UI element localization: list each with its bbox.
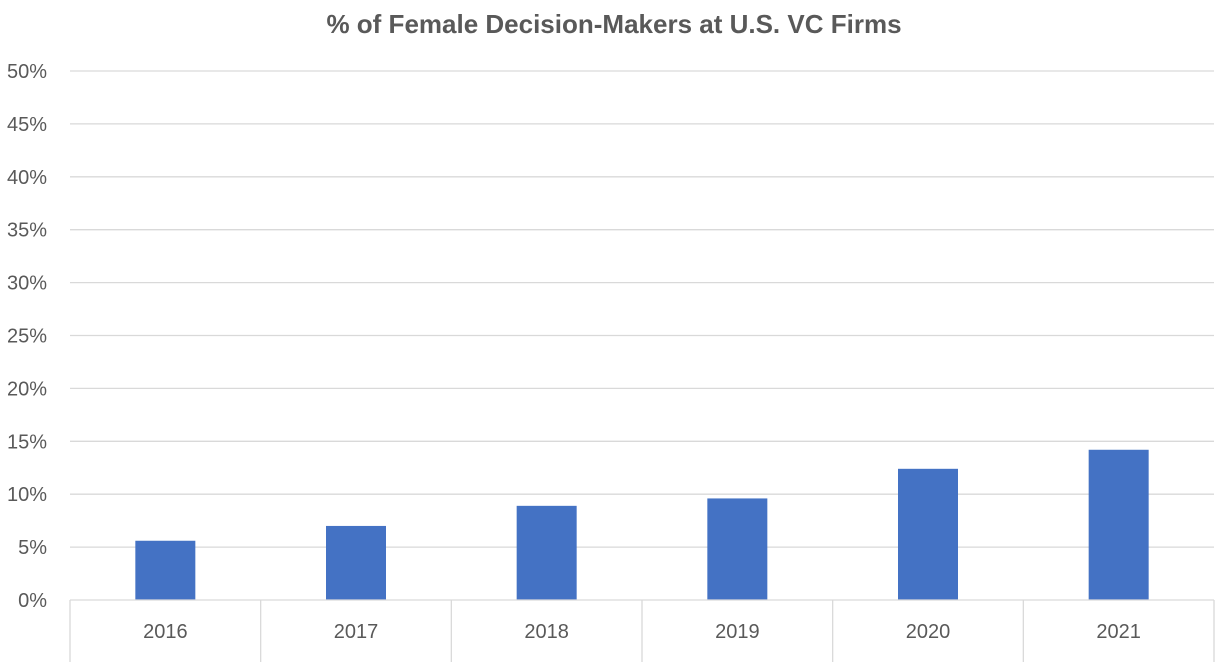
x-tick-label: 2017: [334, 621, 379, 643]
y-tick-label: 40%: [7, 167, 47, 189]
y-tick-label: 5%: [18, 537, 47, 559]
bar: [707, 498, 768, 600]
y-tick-label: 45%: [7, 114, 47, 136]
bar: [1088, 449, 1149, 600]
y-tick-label: 50%: [7, 61, 47, 83]
bar: [516, 505, 577, 600]
bar: [326, 525, 386, 600]
y-tick-label: 25%: [7, 326, 47, 348]
y-tick-label: 10%: [7, 484, 47, 506]
x-tick-label: 2020: [906, 621, 951, 643]
bars: [135, 449, 1149, 600]
x-tick-label: 2018: [524, 621, 569, 643]
x-tick-label: 2021: [1096, 621, 1141, 643]
y-tick-label: 30%: [7, 273, 47, 295]
gridlines: [70, 70, 1214, 548]
y-tick-label: 0%: [18, 590, 47, 612]
x-axis-tick-labels: 2016 2017 2018 2019 2020 2021: [143, 621, 1141, 643]
y-tick-label: 20%: [7, 378, 47, 400]
bar: [135, 540, 196, 600]
y-tick-label: 35%: [7, 220, 47, 242]
y-axis-tick-labels: 0% 5% 10% 15% 20% 25% 30% 35% 40% 45% 50%: [7, 61, 47, 612]
x-axis: [69, 599, 1215, 662]
bar: [898, 468, 958, 600]
x-tick-label: 2016: [143, 621, 188, 643]
chart-title: % of Female Decision-Makers at U.S. VC F…: [326, 9, 901, 39]
y-tick-label: 15%: [7, 431, 47, 453]
x-tick-label: 2019: [715, 621, 760, 643]
